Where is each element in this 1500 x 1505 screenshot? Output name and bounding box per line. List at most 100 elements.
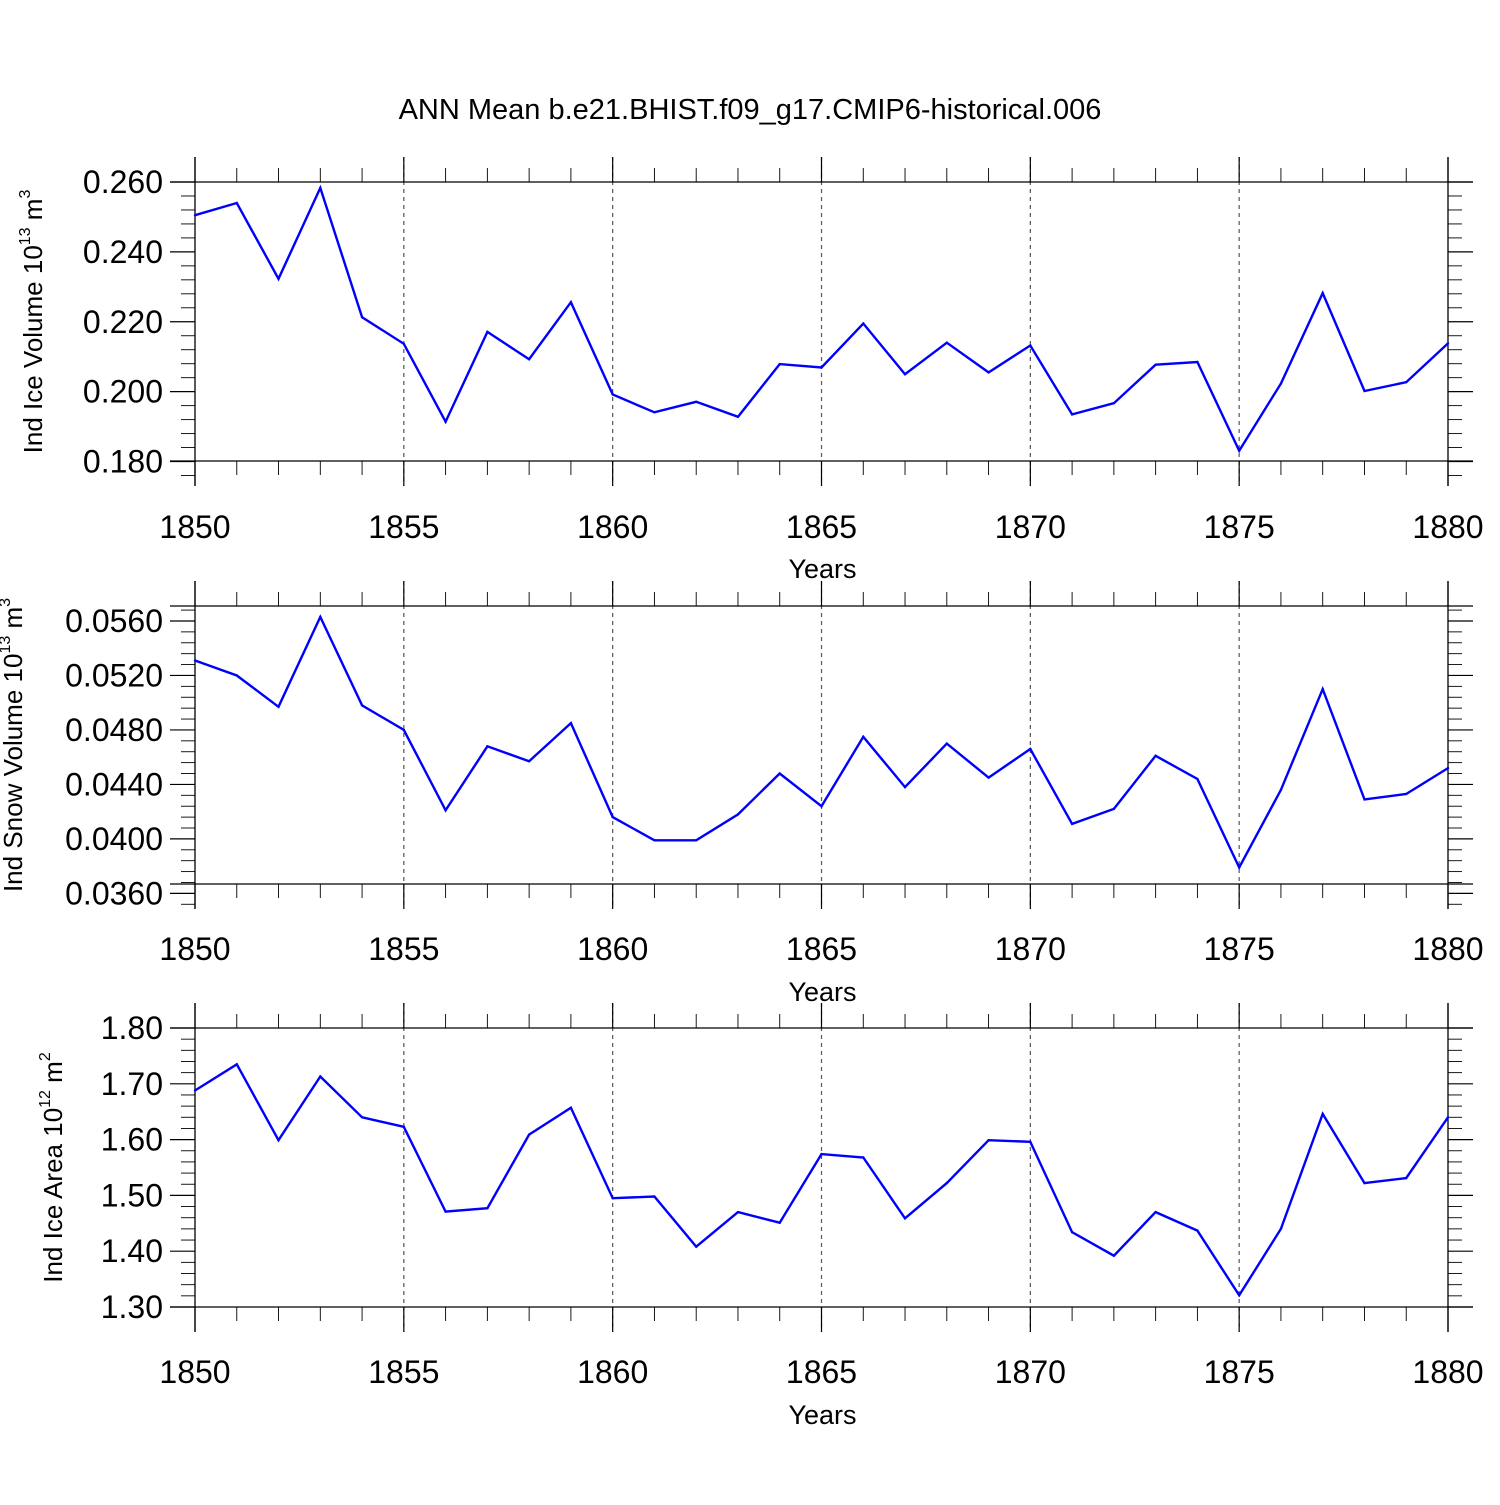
y-tick-label: 0.0480 <box>65 712 163 748</box>
data-point <box>611 393 614 396</box>
y-axis-label-unit-exp: 3 <box>17 190 34 199</box>
data-point <box>235 1063 238 1066</box>
data-point <box>1237 449 1241 452</box>
x-tick-label: 1875 <box>1204 1354 1275 1390</box>
x-tick-label: 1855 <box>368 1354 439 1390</box>
x-tick-label: 1855 <box>368 931 439 967</box>
data-point <box>444 809 447 812</box>
data-point <box>778 362 781 366</box>
data-point <box>277 1138 280 1142</box>
data-point <box>1321 1112 1324 1116</box>
data-point <box>1363 1181 1366 1185</box>
data-point <box>820 1152 823 1156</box>
y-tick-label: 0.240 <box>83 234 163 270</box>
x-tick-label: 1875 <box>1204 931 1275 967</box>
data-point <box>402 1125 406 1128</box>
y-axis-label-exp: 13 <box>17 227 34 245</box>
data-point <box>319 615 322 619</box>
data-point <box>820 366 823 369</box>
data-point <box>1070 822 1074 826</box>
data-point <box>360 1116 364 1119</box>
data-point <box>862 1156 865 1159</box>
data-point <box>569 721 573 725</box>
data-point <box>1446 766 1450 770</box>
data-point <box>193 1089 197 1092</box>
data-point <box>402 728 406 732</box>
x-tick-label: 1870 <box>995 1354 1066 1390</box>
data-point <box>527 1133 531 1136</box>
data-point <box>778 1221 781 1224</box>
x-tick-label: 1850 <box>159 509 230 545</box>
x-tick-label: 1880 <box>1412 1354 1483 1390</box>
data-point <box>527 357 531 361</box>
y-axis-label: Ind Snow Volume 1013 m3 <box>0 598 28 892</box>
data-point <box>1154 754 1157 758</box>
data-point <box>235 201 238 205</box>
data-point <box>611 1196 614 1200</box>
x-tick-label: 1865 <box>786 509 857 545</box>
data-point <box>736 1210 740 1214</box>
data-point <box>1029 1140 1032 1144</box>
data-point <box>778 772 781 775</box>
data-point <box>527 760 531 763</box>
data-point <box>402 342 406 345</box>
data-point <box>1237 1294 1241 1297</box>
data-point <box>486 330 489 334</box>
data-point <box>193 213 197 217</box>
data-point <box>360 704 364 707</box>
data-point <box>945 1181 948 1185</box>
data-point <box>486 1207 489 1210</box>
data-point <box>862 322 865 325</box>
data-point <box>360 316 364 319</box>
y-tick-label: 0.220 <box>83 304 163 340</box>
data-point <box>1446 1116 1450 1119</box>
y-tick-label: 1.80 <box>101 1010 163 1046</box>
data-point <box>277 277 280 280</box>
y-tick-label: 0.0400 <box>65 821 163 857</box>
data-point <box>1196 777 1199 781</box>
data-point <box>945 742 948 745</box>
x-tick-label: 1880 <box>1412 509 1483 545</box>
x-tick-label: 1855 <box>368 509 439 545</box>
data-point <box>987 1138 990 1142</box>
x-tick-label: 1860 <box>577 1354 648 1390</box>
data-point <box>1070 1231 1074 1234</box>
y-axis-label: Ind Ice Area 1012 m2 <box>37 1052 68 1283</box>
data-point <box>1405 381 1408 384</box>
data-point <box>235 674 238 677</box>
data-point <box>903 1217 907 1220</box>
data-point <box>987 371 990 374</box>
y-axis-label-unit: m <box>18 199 48 228</box>
data-point <box>736 813 740 816</box>
data-point <box>1154 363 1157 366</box>
y-axis-label-text: Ind Ice Volume 10 <box>18 245 48 453</box>
y-axis-label-unit-exp: 2 <box>37 1052 54 1061</box>
x-tick-label: 1875 <box>1204 509 1275 545</box>
x-tick-label: 1860 <box>577 509 648 545</box>
data-point <box>1405 792 1408 796</box>
x-tick-label: 1850 <box>159 1354 230 1390</box>
x-axis-label: Years <box>788 554 856 584</box>
data-point <box>193 659 197 662</box>
data-point <box>653 839 656 842</box>
data-point <box>1196 360 1199 364</box>
y-tick-label: 0.260 <box>83 164 163 200</box>
x-tick-label: 1870 <box>995 509 1066 545</box>
panel-snow-volume: 0.0360 0.0400 0.0440 0.0480 0.0520 0.0560 1850… <box>0 581 1484 1007</box>
chart-title: ANN Mean b.e21.BHIST.f09_g17.CMIP6-histo… <box>399 94 1102 126</box>
data-point <box>1196 1229 1199 1232</box>
data-point <box>444 420 447 423</box>
y-tick-label: 1.30 <box>101 1289 163 1325</box>
data-point <box>1070 413 1074 416</box>
y-tick-label: 0.0360 <box>65 875 163 911</box>
x-axis-label: Years <box>788 977 856 1007</box>
x-axis-label: Years <box>788 1400 856 1430</box>
data-point <box>1321 291 1324 295</box>
y-tick-label: 1.50 <box>101 1177 163 1213</box>
y-tick-label: 0.0560 <box>65 603 163 639</box>
x-tick-label: 1865 <box>786 1354 857 1390</box>
x-tick-label: 1865 <box>786 931 857 967</box>
data-point <box>1112 401 1116 405</box>
y-axis-label-exp: 13 <box>0 636 14 654</box>
